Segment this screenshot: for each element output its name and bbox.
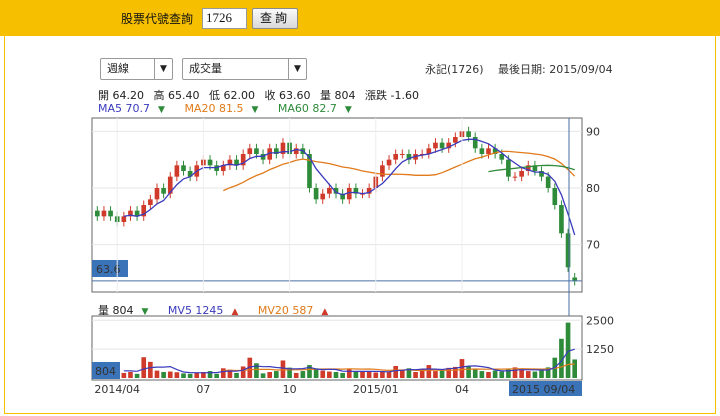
search-bar xyxy=(0,0,720,36)
volume-legend: 量 804 ▼ MV5 1245 ▲ MV20 587 ▲ xyxy=(98,302,344,318)
stock-code-input[interactable]: 1726 xyxy=(202,8,247,29)
vol-legend-item: 量 804 ▼ xyxy=(98,304,149,317)
open-value: 開 64.20 xyxy=(98,89,144,102)
volume-value: 量 804 xyxy=(320,89,356,102)
ma-legend: MA5 70.7 ▼ MA20 81.5 ▼ MA60 82.7 ▼ xyxy=(98,102,368,115)
period-select-value: 週線 xyxy=(107,62,129,75)
low-value: 低 62.00 xyxy=(209,89,255,102)
close-value: 收 63.60 xyxy=(264,89,311,102)
chart-frame xyxy=(4,36,716,414)
period-select[interactable]: 週線 ▼ xyxy=(100,58,173,80)
search-button[interactable]: 查詢 xyxy=(252,8,298,29)
metric-select[interactable]: 成交量 ▼ xyxy=(182,58,307,80)
high-value: 高 65.40 xyxy=(153,89,200,102)
last-date: 最後日期: 2015/09/04 xyxy=(498,63,613,76)
metric-select-value: 成交量 xyxy=(189,62,222,75)
mv5-legend-item: MV5 1245 ▲ xyxy=(167,304,239,317)
chevron-down-icon: ▼ xyxy=(154,59,172,79)
chevron-down-icon: ▼ xyxy=(288,59,306,79)
search-label: 股票代號查詢 xyxy=(121,12,194,26)
ma60-legend: MA60 82.7 ▼ xyxy=(277,102,352,115)
mv20-legend-item: MV20 587 ▲ xyxy=(257,304,329,317)
ma20-legend: MA20 81.5 ▼ xyxy=(184,102,259,115)
ohlc-summary: 開 64.20 高 65.40 低 62.00 收 63.60 量 804 漲跌… xyxy=(98,87,425,103)
change-value: 漲跌 -1.60 xyxy=(365,89,419,102)
ma5-legend: MA5 70.7 ▼ xyxy=(98,102,165,115)
stock-name: 永記(1726) xyxy=(425,63,484,76)
